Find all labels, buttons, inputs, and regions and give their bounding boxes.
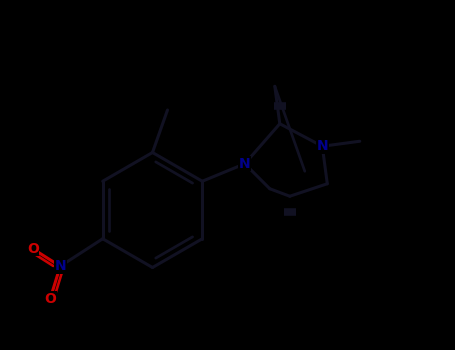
Text: N: N [239, 157, 251, 171]
Text: O: O [44, 292, 56, 306]
Text: N: N [317, 139, 328, 153]
Text: N: N [55, 259, 66, 273]
Text: O: O [27, 242, 39, 256]
